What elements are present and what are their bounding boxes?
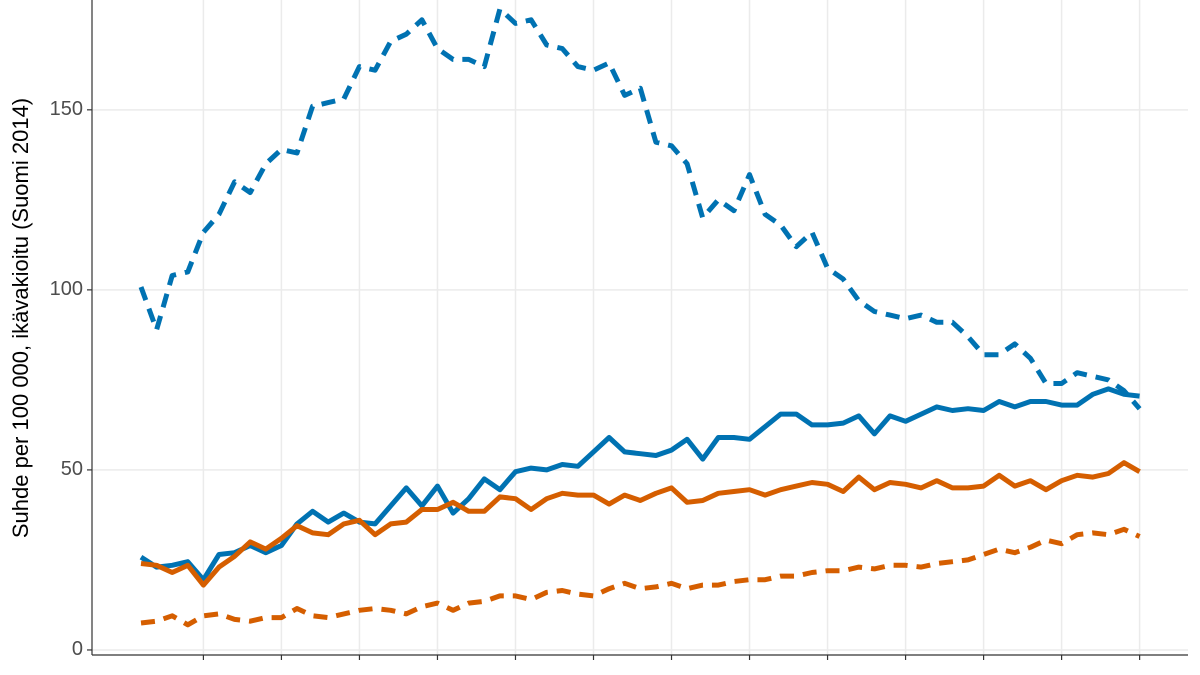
y-tick-label: 150 [50,98,83,120]
series-line [140,526,1141,628]
y-tick-label: 50 [61,458,83,480]
series-line [140,460,1141,588]
series-line [138,6,1142,411]
y-tick-label: 100 [50,278,83,300]
y-tick-label: 0 [72,638,83,660]
y-axis-label: Suhde per 100 000, ikävakioitu (Suomi 20… [8,98,33,538]
series-line [139,386,1140,583]
